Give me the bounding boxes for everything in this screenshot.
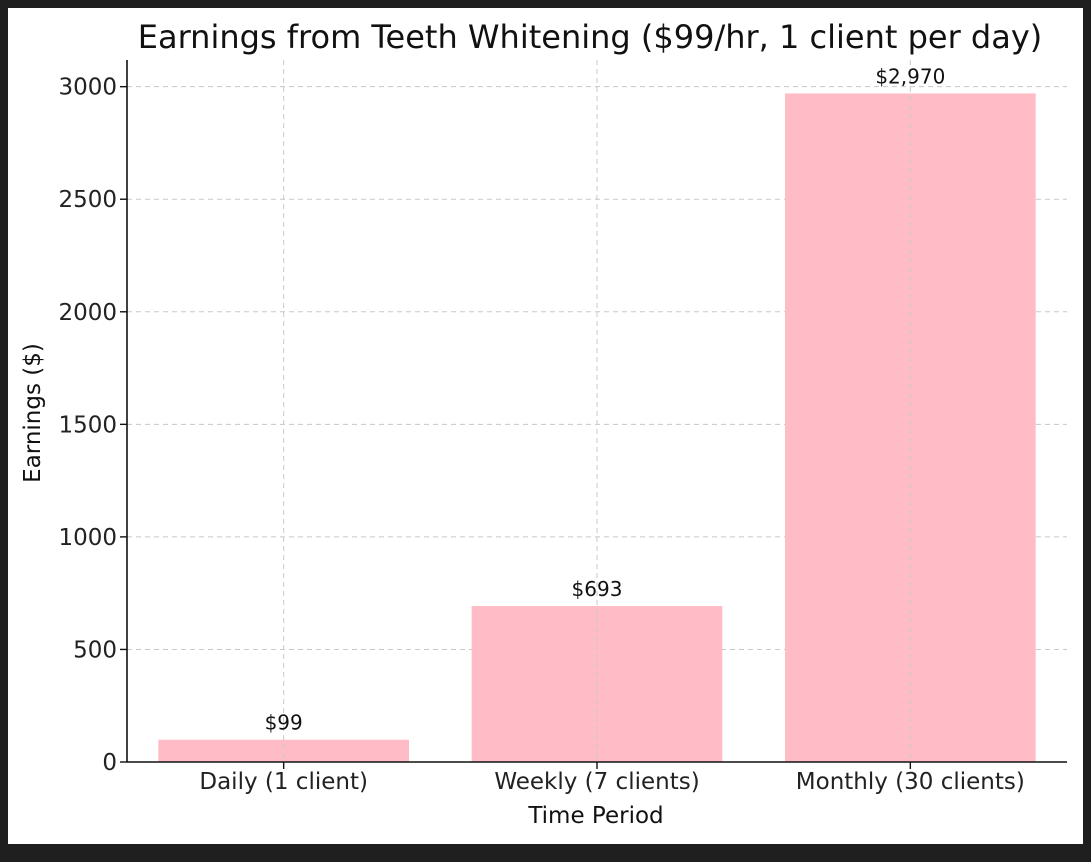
overlay-layer [283, 60, 911, 762]
y-tick-label: 500 [73, 637, 117, 663]
x-axis-title: Time Period [527, 803, 663, 829]
bar [785, 93, 1036, 762]
y-tick-label: 3000 [58, 75, 117, 101]
y-axis-title: Earnings ($) [20, 343, 46, 483]
bar-value-label: $99 [265, 711, 303, 735]
x-tick-label: Weekly (7 clients) [494, 769, 699, 795]
data-labels: $99 $693 $2,970 [265, 64, 946, 734]
y-tick-label: 1000 [58, 525, 117, 551]
y-ticks: 0 500 1000 1500 2000 2500 3000 [58, 75, 127, 776]
y-tick-label: 2000 [58, 300, 117, 326]
x-tick-label: Daily (1 client) [199, 769, 368, 795]
chart-title: Earnings from Teeth Whitening ($99/hr, 1… [138, 18, 1043, 56]
y-tick-label: 1500 [58, 412, 117, 438]
bar-value-label: $693 [572, 577, 623, 601]
y-tick-label: 2500 [58, 187, 117, 213]
x-ticks: Daily (1 client) Weekly (7 clients) Monthl… [199, 762, 1025, 795]
bars-layer [158, 93, 1036, 762]
bar [158, 739, 409, 762]
bar-value-label: $2,970 [875, 64, 945, 88]
x-tick-label: Monthly (30 clients) [796, 769, 1025, 795]
y-tick-label: 0 [102, 750, 117, 776]
